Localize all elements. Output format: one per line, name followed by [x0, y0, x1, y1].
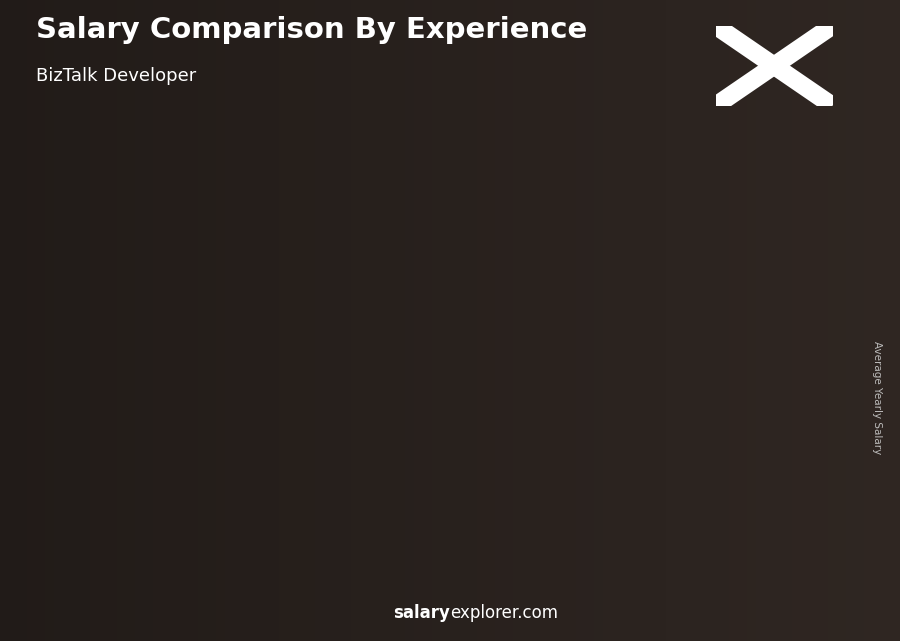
Text: 79,900 GBP: 79,900 GBP — [215, 404, 292, 417]
Text: salary: salary — [393, 604, 450, 622]
Bar — [277, 430, 284, 570]
Text: 58,000 GBP: 58,000 GBP — [88, 442, 166, 455]
Text: +22%: +22% — [409, 271, 473, 290]
Text: 146,000 GBP: 146,000 GBP — [596, 288, 682, 301]
Text: +9%: +9% — [670, 236, 720, 255]
Text: +6%: +6% — [543, 259, 593, 278]
Bar — [91, 469, 94, 570]
Bar — [150, 469, 157, 570]
Text: 139,000 GBP: 139,000 GBP — [469, 300, 555, 313]
Text: BizTalk Developer: BizTalk Developer — [36, 67, 196, 85]
Text: 114,000 GBP: 114,000 GBP — [342, 344, 428, 357]
Bar — [218, 430, 221, 570]
Bar — [598, 314, 602, 570]
Bar — [725, 292, 729, 570]
Text: Salary Comparison By Experience: Salary Comparison By Experience — [36, 16, 587, 44]
Text: +42%: +42% — [282, 315, 346, 334]
Bar — [785, 292, 791, 570]
Bar — [472, 327, 475, 570]
Bar — [345, 370, 348, 570]
Bar — [531, 327, 537, 570]
Text: Average Yearly Salary: Average Yearly Salary — [872, 341, 883, 454]
Text: +38%: +38% — [155, 375, 220, 394]
Bar — [658, 314, 664, 570]
Text: 159,000 GBP: 159,000 GBP — [730, 265, 816, 278]
Bar — [404, 370, 410, 570]
Text: explorer.com: explorer.com — [450, 604, 558, 622]
